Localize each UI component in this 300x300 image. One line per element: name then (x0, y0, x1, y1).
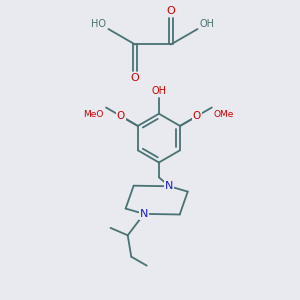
Text: HO: HO (92, 19, 106, 29)
Text: OH: OH (152, 86, 166, 96)
Text: O: O (117, 111, 125, 121)
Text: OMe: OMe (214, 110, 234, 119)
Text: O: O (193, 111, 201, 121)
Text: O: O (131, 73, 140, 83)
Text: MeO: MeO (84, 110, 104, 119)
Text: O: O (167, 6, 175, 16)
Text: N: N (140, 209, 148, 219)
Text: OH: OH (200, 19, 214, 29)
Text: N: N (165, 181, 173, 191)
